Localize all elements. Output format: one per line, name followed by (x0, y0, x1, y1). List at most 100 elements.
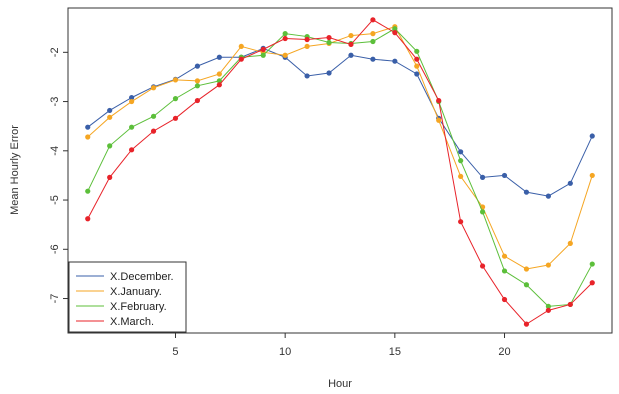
plot-frame (67, 7, 613, 334)
y-tick-label: -3 (49, 97, 61, 107)
data-point (370, 31, 376, 37)
x-axis-title: Hour (328, 378, 352, 390)
data-point (282, 52, 288, 58)
data-point (129, 124, 135, 130)
series-line (87, 47, 593, 197)
data-point (567, 180, 573, 186)
data-point (545, 303, 551, 310)
data-point (567, 301, 573, 308)
data-point (501, 296, 508, 303)
data-point (479, 263, 486, 269)
data-point (589, 133, 595, 139)
data-point (501, 172, 508, 179)
data-point (304, 73, 310, 79)
data-point (260, 52, 266, 58)
data-point (194, 78, 201, 84)
data-point (85, 216, 91, 222)
data-point (523, 189, 530, 195)
data-point (282, 35, 288, 42)
data-point (589, 280, 595, 286)
data-point (348, 41, 354, 48)
data-point (436, 97, 442, 104)
data-point (523, 282, 530, 288)
data-point (282, 31, 288, 37)
data-point (194, 83, 201, 89)
data-point (501, 268, 508, 274)
x-axis: 5 10 15 20 (172, 333, 511, 358)
x-tick-label: 5 (172, 346, 178, 358)
data-point (370, 56, 376, 62)
data-point (414, 56, 420, 62)
data-point (304, 43, 310, 50)
data-point (414, 63, 420, 69)
data-point (589, 172, 595, 179)
data-point (545, 307, 551, 313)
series-layer (85, 17, 595, 327)
data-point (238, 43, 244, 50)
data-point (392, 58, 398, 64)
data-point (85, 124, 91, 130)
data-point (194, 63, 201, 69)
data-point (194, 97, 201, 104)
data-point (458, 219, 464, 225)
data-point (216, 78, 222, 84)
data-point (150, 113, 157, 119)
data-point (129, 95, 135, 101)
legend-label: X.February. (110, 301, 167, 313)
series-line (87, 26, 593, 270)
legend-label: X.December. (110, 271, 174, 283)
x-tick-label: 15 (389, 346, 401, 358)
data-point (129, 147, 135, 153)
data-point (479, 209, 486, 215)
data-point (436, 117, 442, 123)
y-tick-label: -7 (49, 294, 61, 304)
series-group (85, 17, 595, 327)
data-point (348, 32, 354, 39)
data-point (107, 174, 113, 180)
data-point (107, 114, 113, 120)
data-point (107, 107, 113, 114)
data-point (458, 173, 464, 180)
data-point (567, 240, 573, 246)
data-point (370, 38, 376, 45)
data-point (150, 128, 157, 134)
legend-label: X.March. (110, 316, 154, 328)
y-tick-label: -5 (49, 195, 61, 205)
data-point (589, 261, 595, 267)
data-point (260, 46, 266, 52)
series-line (87, 28, 593, 307)
data-point (370, 17, 376, 23)
data-point (326, 34, 332, 41)
data-point (238, 56, 244, 62)
data-point (172, 77, 179, 83)
data-point (326, 39, 332, 46)
data-point (216, 54, 222, 60)
legend: X.December. X.January. X.February. X.March. (68, 261, 187, 333)
y-tick-label: -2 (49, 47, 61, 57)
data-point (523, 266, 530, 272)
data-point (129, 98, 135, 105)
y-tick-label: -4 (49, 146, 61, 156)
data-point (85, 134, 91, 140)
x-tick-label: 20 (498, 346, 510, 358)
data-point (85, 188, 91, 194)
series-group (85, 45, 595, 199)
data-point (172, 115, 179, 121)
data-point (414, 71, 420, 77)
data-point (545, 262, 551, 268)
data-point (216, 82, 222, 88)
y-axis: -2 -3 -4 -5 -6 -7 (49, 47, 68, 303)
data-point (458, 149, 464, 155)
data-point (545, 193, 551, 199)
data-point (304, 36, 310, 43)
y-axis-title: Mean Hourly Error (9, 125, 21, 215)
data-point (326, 70, 332, 76)
data-point (479, 174, 486, 180)
data-point (501, 253, 508, 259)
data-point (107, 143, 113, 149)
data-point (392, 30, 398, 36)
data-point (523, 321, 530, 327)
y-tick-label: -6 (49, 244, 61, 254)
legend-label: X.January. (110, 286, 162, 298)
